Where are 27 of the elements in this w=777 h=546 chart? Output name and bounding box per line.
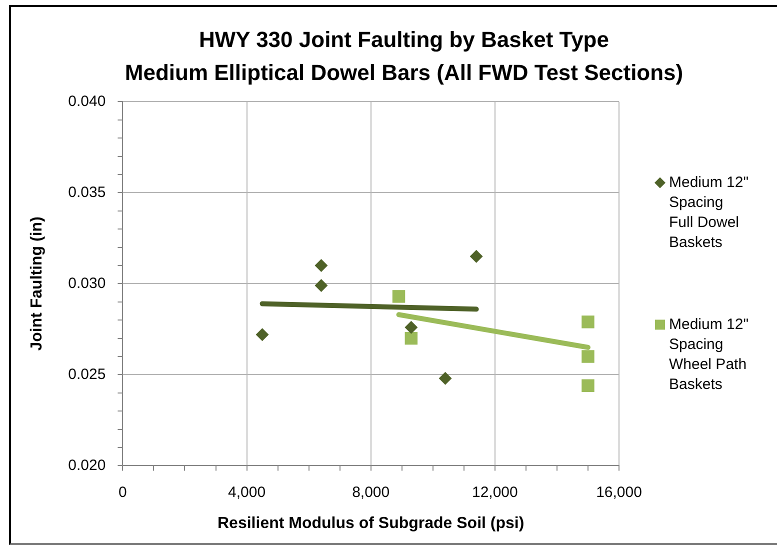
chart-subtitle: Medium Elliptical Dowel Bars (All FWD Test Sections) xyxy=(124,60,684,86)
point xyxy=(582,316,594,328)
x-tick-label: 4,000 xyxy=(228,484,266,501)
point xyxy=(314,279,328,292)
y-tick-label: 0.030 xyxy=(68,274,106,292)
point xyxy=(470,250,483,263)
y-tick-label: 0.020 xyxy=(68,456,106,474)
x-tick-label: 16,000 xyxy=(596,484,642,501)
chart-title: HWY 330 Joint Faulting by Basket Type xyxy=(199,27,609,52)
x-tick-label: 8,000 xyxy=(352,484,390,501)
x-tick-label: 0 xyxy=(118,484,127,501)
point xyxy=(438,372,452,385)
x-tick-label: 12,000 xyxy=(472,484,518,501)
legend-label: Medium 12" Spacing Full Dowel Baskets xyxy=(669,174,749,251)
legend-label: Medium 12" Spacing Wheel Path Baskets xyxy=(669,316,749,393)
y-tick-label: 0.035 xyxy=(68,184,106,201)
point xyxy=(314,259,328,272)
point xyxy=(582,350,594,363)
point xyxy=(392,290,406,303)
y-tick-label: 0.025 xyxy=(68,366,106,383)
y-tick-label: 0.040 xyxy=(68,92,106,110)
point xyxy=(256,328,269,342)
point xyxy=(404,320,418,334)
x-axis-title: Resilient Modulus of Subgrade Soil (psi) xyxy=(218,514,524,532)
point xyxy=(582,379,594,392)
y-axis-title: Joint Faulting (in) xyxy=(28,216,46,351)
point xyxy=(404,332,418,345)
